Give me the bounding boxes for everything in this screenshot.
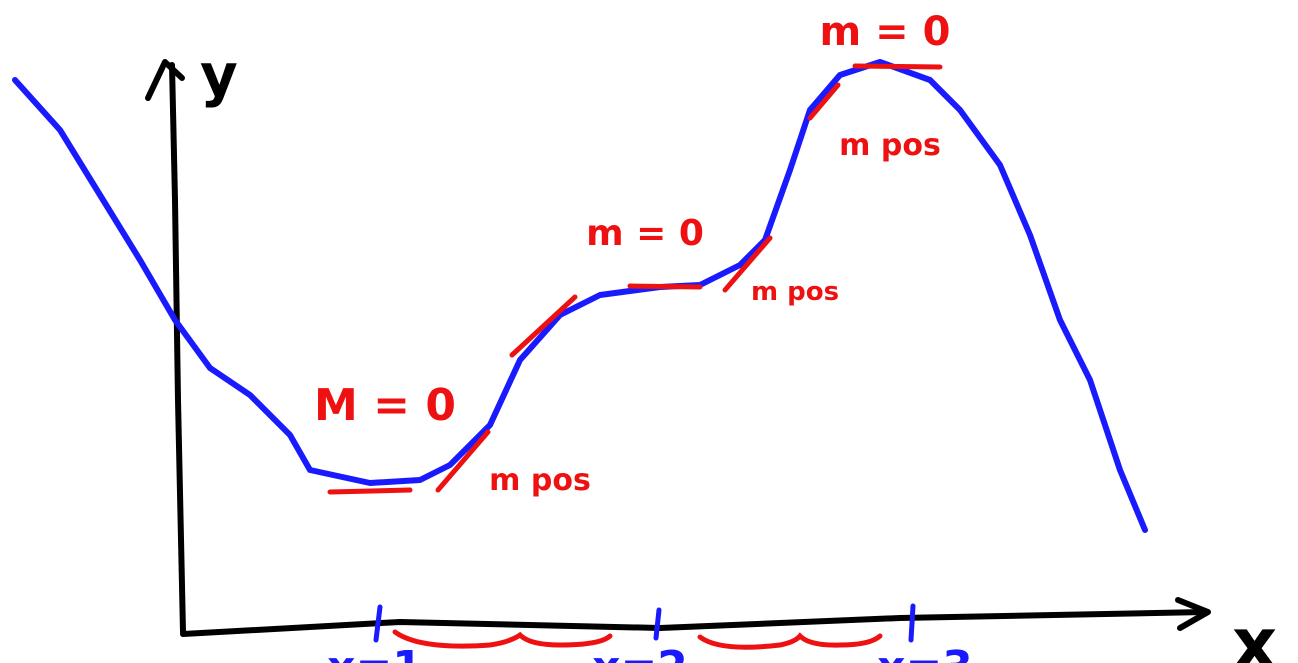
background [0, 0, 1298, 663]
annotation: m pos [751, 277, 839, 307]
x-marker-label: x=2 [592, 642, 688, 663]
tangent [330, 490, 410, 492]
annotation: m = 0 [820, 9, 951, 55]
tangent [855, 66, 940, 67]
annotation: m pos [839, 128, 941, 163]
annotation: M = 0 [314, 380, 456, 431]
x-tick [656, 610, 659, 638]
annotation: m pos [489, 463, 591, 498]
x-marker-label: x=1 [327, 642, 423, 663]
tangent [630, 286, 700, 287]
x-tick [911, 606, 913, 640]
x-label: x [1232, 603, 1277, 663]
y-label: y [200, 41, 238, 109]
x-marker-label: x=3 [877, 642, 973, 663]
sketch: y x m = 0 m pos m = 0 m pos M = 0 m pos … [0, 0, 1298, 663]
annotation: m = 0 [586, 213, 704, 254]
